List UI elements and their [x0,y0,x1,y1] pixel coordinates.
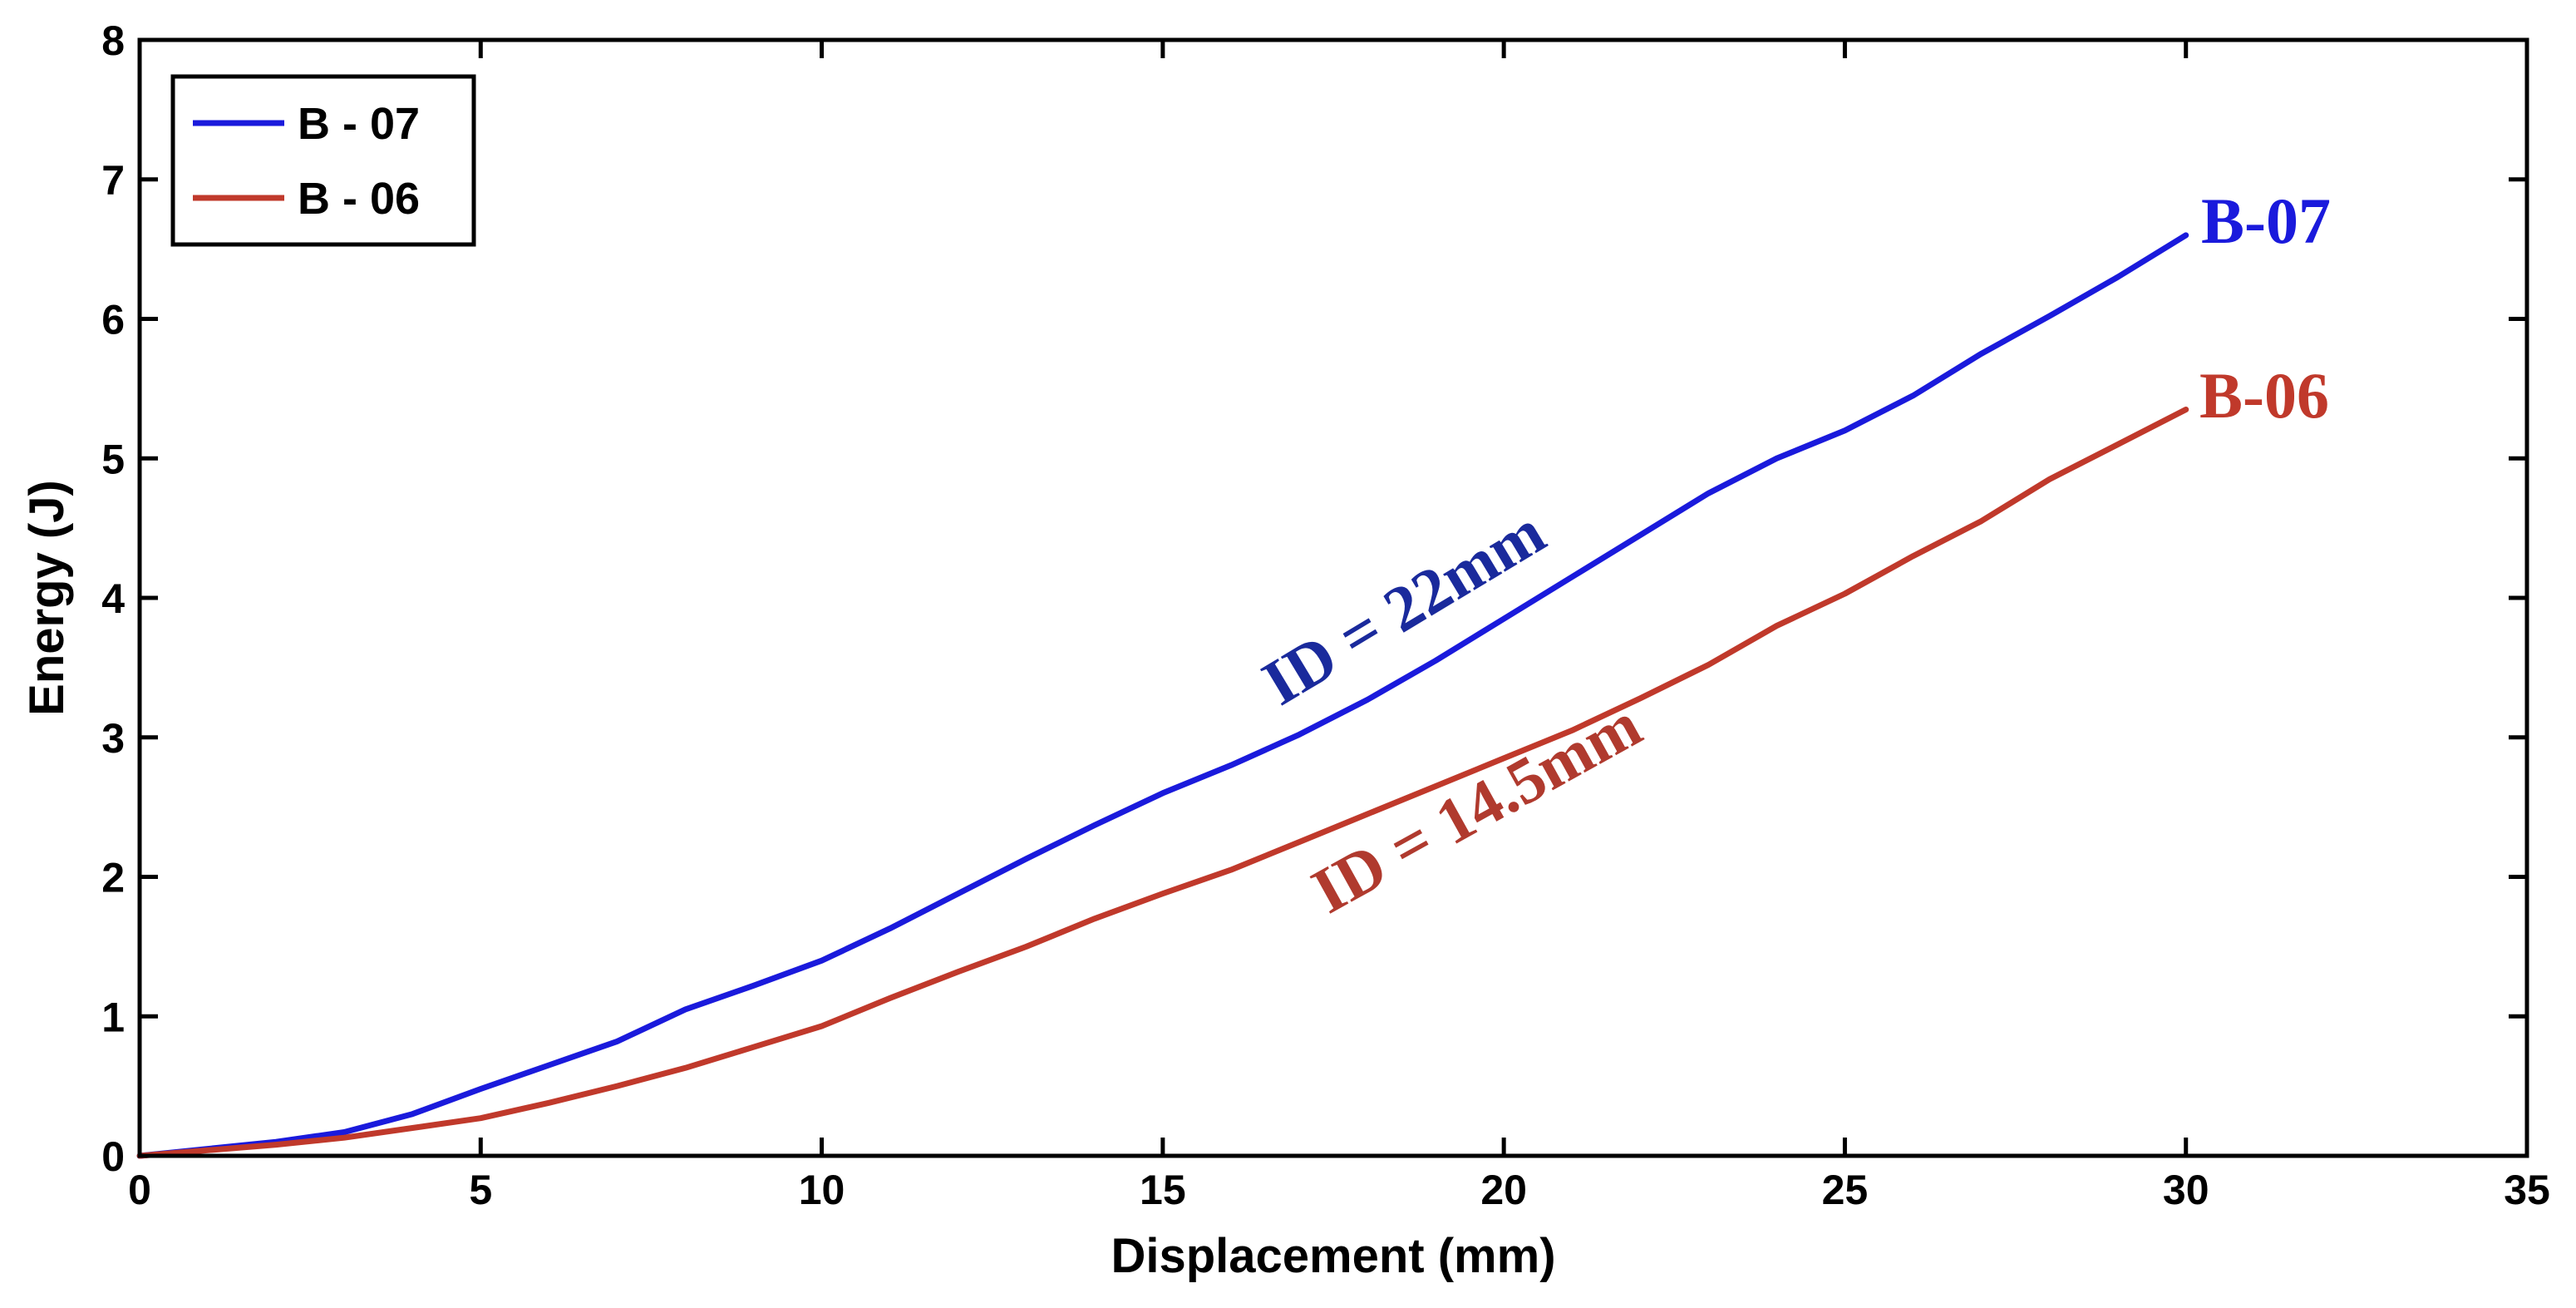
series-line-b-06 [136,407,2189,1159]
x-tick-label: 0 [128,1167,151,1213]
x-axis-title: Displacement (mm) [1111,1229,1555,1283]
x-tick-label: 20 [1480,1167,1527,1213]
x-tick-label: 15 [1140,1167,1186,1213]
y-tick-label: 5 [101,436,125,482]
end-label-b06: B-06 [2199,359,2329,432]
tick-label-layer: 0 5 10 15 20 25 30 35 0 1 2 3 4 5 6 7 8 [101,17,2550,1213]
x-tick-label: 30 [2163,1167,2209,1213]
y-tick-label: 1 [101,994,125,1040]
y-tick-label: 2 [101,855,125,901]
y-tick-label: 6 [101,297,125,343]
series-line-b-07 [136,232,2189,1159]
legend-label-b06: B - 06 [298,174,420,224]
y-axis-title: Energy (J) [20,480,74,716]
end-label-b07: B-07 [2201,185,2331,257]
y-tick-label: 0 [101,1133,125,1180]
legend: B - 07 B - 06 [170,74,476,247]
x-tick-label: 10 [799,1167,845,1213]
y-tick-label: 7 [101,157,125,204]
legend-box [170,74,476,247]
x-tick-label: 25 [1822,1167,1869,1213]
y-tick-label: 3 [101,715,125,762]
axes-layer [137,37,2529,1158]
legend-label-b07: B - 07 [298,99,420,149]
y-tick-label: 4 [101,575,125,622]
y-tick-label: 8 [101,17,125,64]
x-tick-label: 5 [469,1167,492,1213]
series-layer [136,232,2189,1159]
x-tick-label: 35 [2504,1167,2550,1213]
